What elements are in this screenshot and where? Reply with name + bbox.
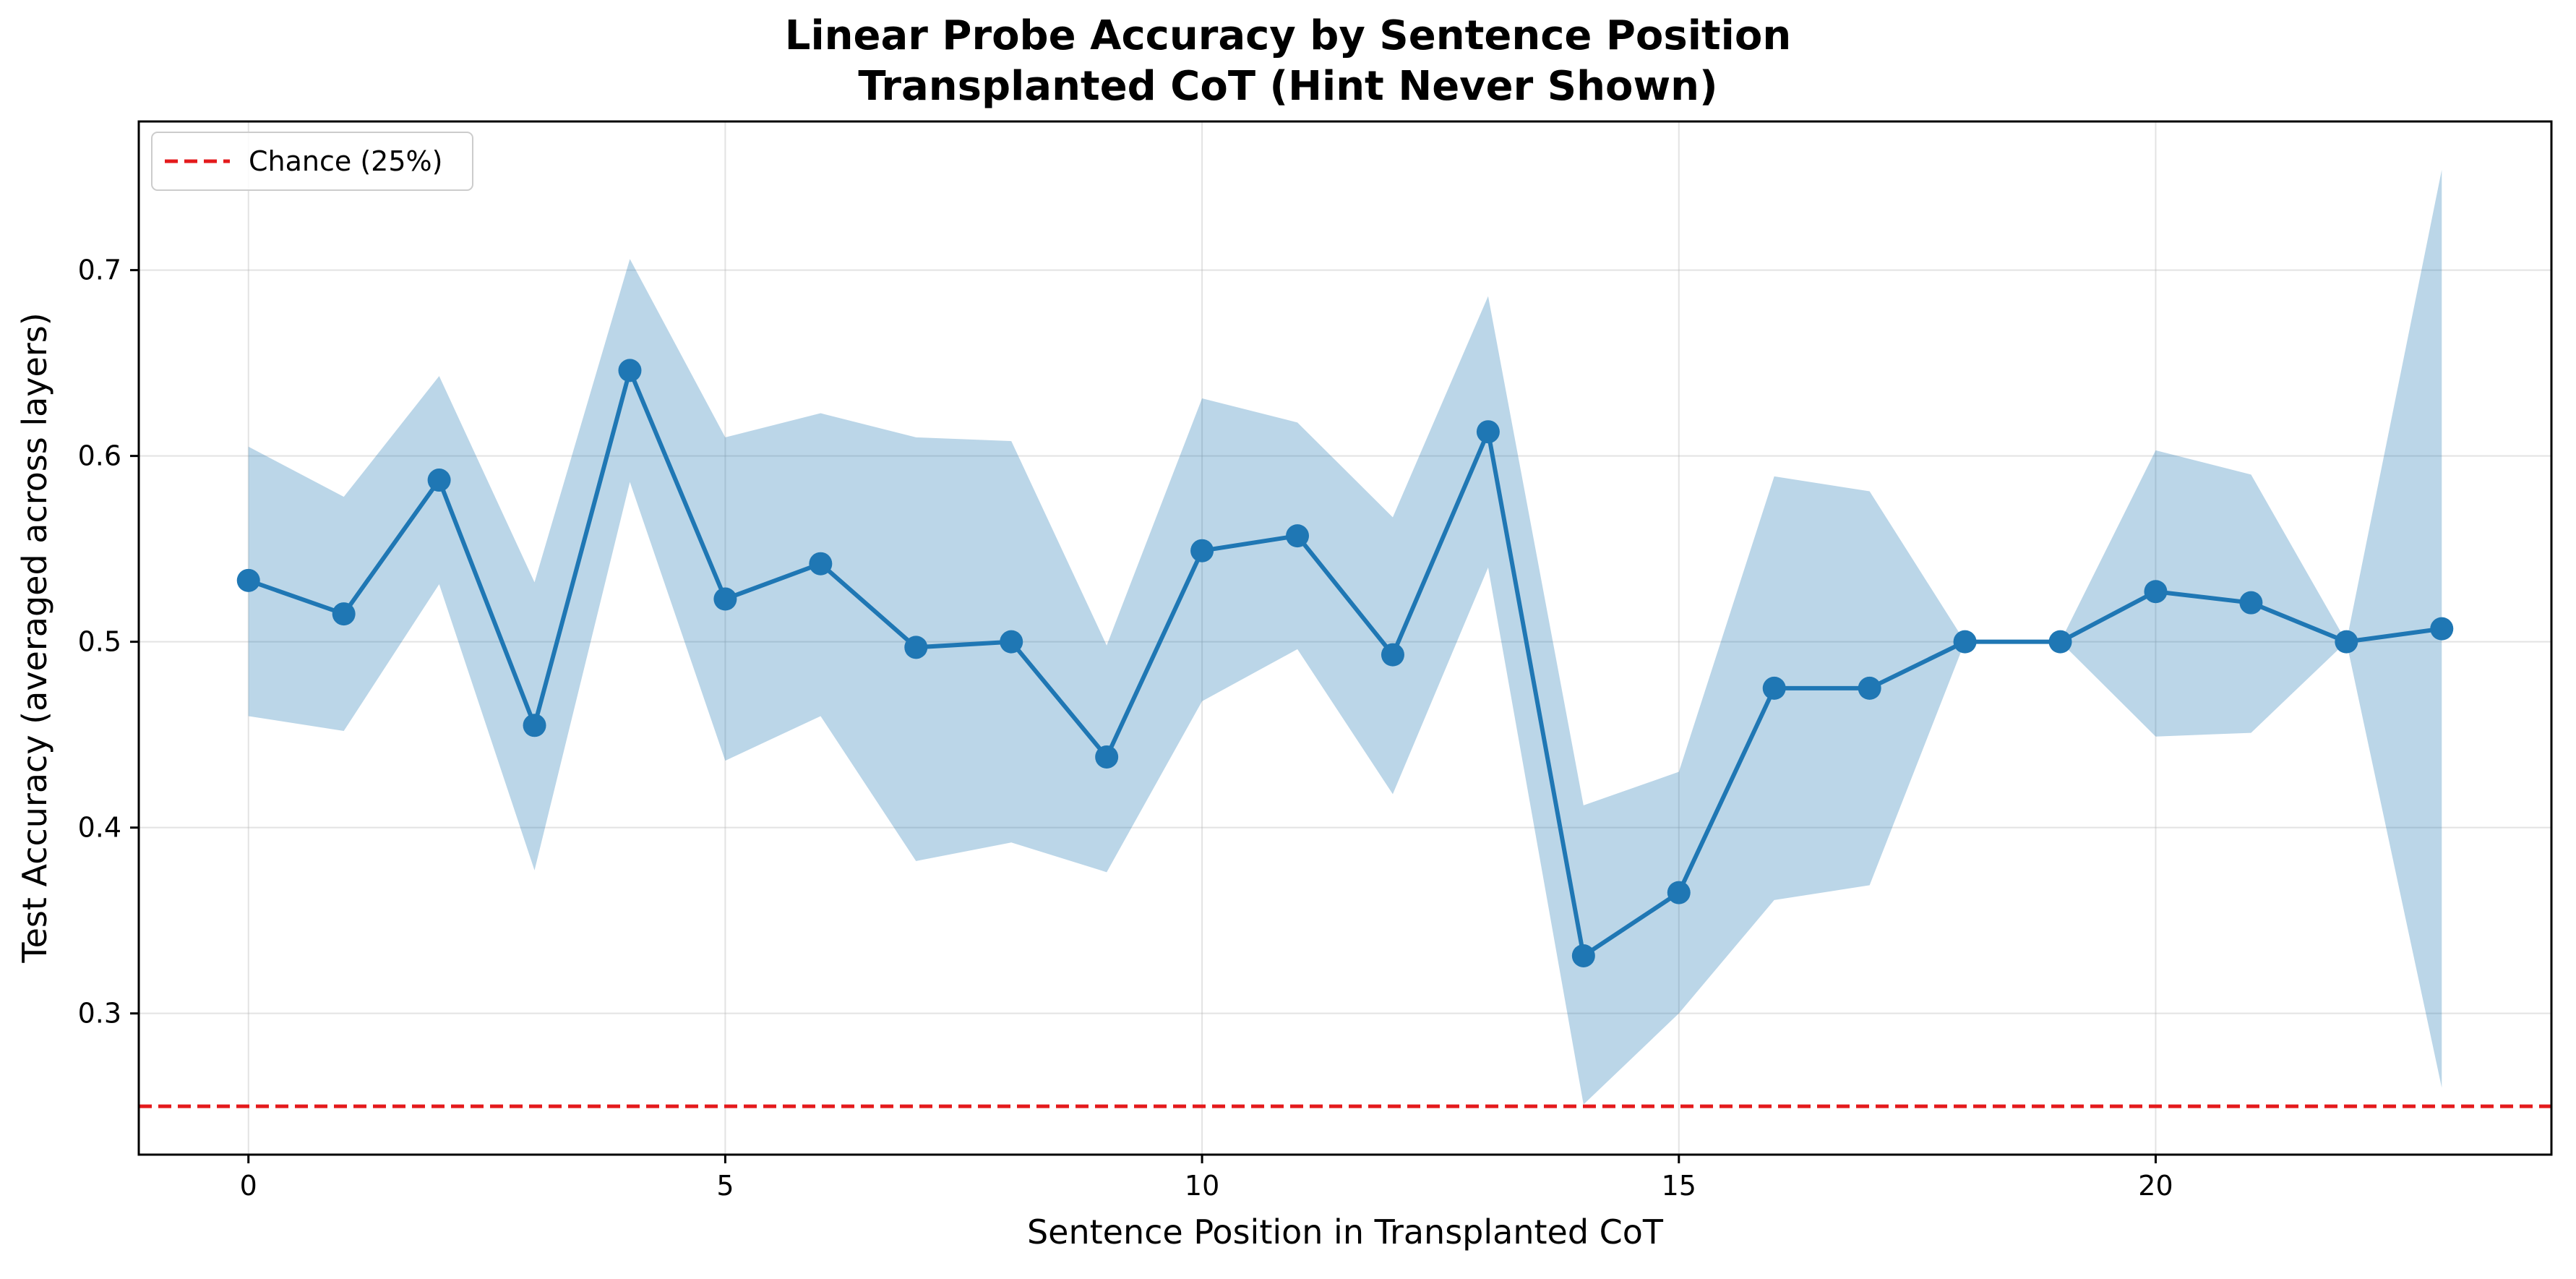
data-point (809, 552, 833, 576)
x-tick-label: 10 (1185, 1170, 1219, 1202)
data-point (2144, 580, 2168, 604)
y-tick-label: 0.6 (78, 440, 121, 472)
data-point (618, 359, 642, 382)
data-point (904, 636, 928, 659)
grid-lines (139, 121, 2551, 1155)
x-tick-label: 15 (1662, 1170, 1696, 1202)
data-point (332, 602, 356, 626)
data-point (1858, 676, 1881, 700)
data-point (1953, 630, 1977, 654)
chart-subtitle: Transplanted CoT (Hint Never Shown) (858, 63, 1717, 110)
data-point (2239, 591, 2263, 615)
data-point (427, 469, 451, 492)
series-line (247, 368, 2442, 958)
plot-frame (137, 120, 2553, 1156)
data-point (523, 714, 546, 737)
data-point (236, 568, 260, 592)
data-points (236, 359, 2454, 967)
y-tick-label: 0.7 (78, 254, 121, 286)
x-axis-label: Sentence Position in Transplanted CoT (1027, 1212, 1664, 1252)
y-tick-label: 0.5 (78, 626, 121, 658)
data-point (1000, 630, 1023, 654)
data-point (2048, 630, 2072, 654)
confidence-bands (248, 169, 2442, 1105)
x-tick-label: 20 (2138, 1170, 2173, 1202)
data-point (713, 587, 737, 611)
chart-title: Linear Probe Accuracy by Sentence Positi… (785, 12, 1791, 59)
legend-box (151, 132, 473, 191)
data-point (1762, 676, 1786, 700)
data-point (2430, 617, 2454, 641)
y-axis-ticks: 0.3 0.4 0.5 0.6 0.7 (78, 254, 139, 1030)
data-point (2335, 630, 2358, 654)
data-point (1190, 539, 1214, 562)
data-point (1095, 745, 1119, 769)
legend: Chance (25%) (151, 132, 473, 191)
x-axis-ticks: 0 5 10 15 20 (240, 1155, 2173, 1202)
series-lines (247, 368, 2442, 958)
data-point (1571, 944, 1595, 967)
y-tick-label: 0.3 (78, 998, 121, 1030)
y-tick-label: 0.4 (78, 812, 121, 844)
legend-chance-label: Chance (25%) (249, 145, 442, 177)
x-tick-label: 5 (716, 1170, 734, 1202)
data-point (1286, 524, 1310, 548)
data-point (1667, 881, 1691, 904)
y-axis-label: Test Accuracy (averaged across layers) (15, 312, 54, 963)
data-point (1381, 643, 1404, 667)
x-tick-label: 0 (240, 1170, 257, 1202)
data-point (1476, 420, 1500, 444)
confidence-band (248, 169, 2442, 1105)
